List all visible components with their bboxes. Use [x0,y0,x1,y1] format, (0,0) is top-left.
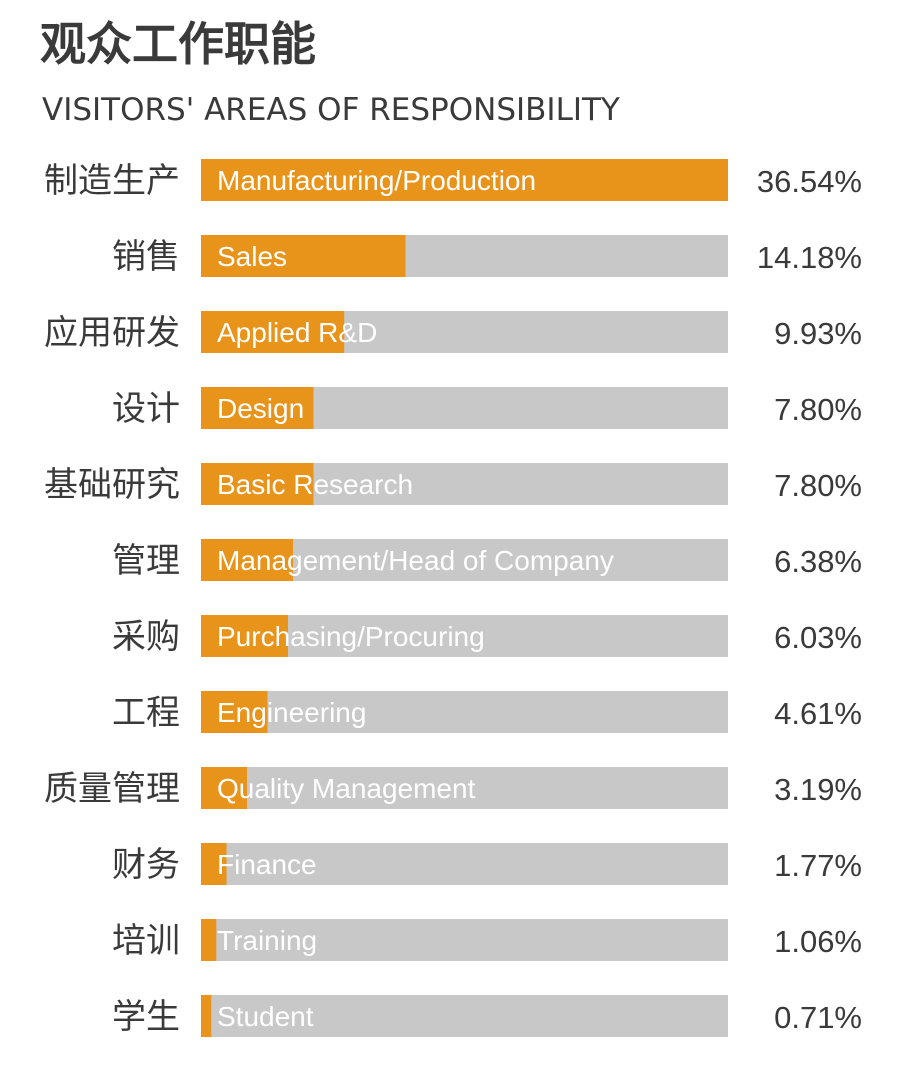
category-label-en: Sales [217,241,287,272]
category-label-en: Basic Research [217,469,413,500]
category-label-en: Purchasing/Procuring [217,621,485,652]
value-label: 1.06% [774,924,862,959]
bar [201,159,728,201]
category-label-zh: 学生 [112,997,180,1037]
bar [201,539,294,581]
category-label-en: Finance [217,849,317,880]
category-label-zh: 工程 [112,693,180,733]
category-label-zh: 采购 [112,617,180,657]
category-label-en: Applied R&D [217,317,377,348]
bar-row: 制造生产 Manufacturing/Production 36.54% [44,159,862,201]
bar-track [201,691,728,733]
category-label-en: Engineering [217,697,366,728]
value-label: 1.77% [774,848,862,883]
bar-row: 采购 Purchasing/Procuring 6.03% [112,615,862,657]
bar-track [201,919,728,961]
category-label-zh: 财务 [112,845,180,885]
value-label: 0.71% [774,1000,862,1035]
bar-track [201,767,728,809]
bar-row: 培训 Training 1.06% [112,919,862,961]
category-label-zh: 基础研究 [44,465,180,505]
bar-row: 设计 Design 7.80% [112,387,862,429]
category-label-zh: 培训 [112,921,180,961]
value-label: 7.80% [774,468,862,503]
value-label: 6.03% [774,620,862,655]
bar-row: 应用研发 Applied R&D 9.93% [44,311,862,353]
bar [201,235,406,277]
category-label-zh: 管理 [112,541,180,581]
value-label: 36.54% [757,164,862,199]
bar-track [201,615,728,657]
bar [201,615,288,657]
category-label-en: Student [217,1001,314,1032]
category-label-en: Design [217,393,304,424]
bar-row: 财务 Finance 1.77% [112,843,862,885]
bar-row: 管理 Management/Head of Company 6.38% [112,539,862,581]
category-label-zh: 制造生产 [44,161,180,201]
chart-subtitle: VISITORS' AREAS OF RESPONSIBILITY [42,92,620,128]
bar-row: 工程 Engineering 4.61% [112,691,862,733]
category-label-zh: 销售 [112,237,180,277]
value-label: 4.61% [774,696,862,731]
category-label-en: Training [217,925,317,956]
bar-row: 销售 Sales 14.18% [112,235,862,277]
chart-title: 观众工作职能 [40,17,316,71]
bar [201,843,227,885]
value-label: 14.18% [757,240,862,275]
category-label-en: Quality Management [217,773,476,804]
category-label-zh: 设计 [112,389,180,429]
bar [201,387,314,429]
bar-row: 学生 Student 0.71% [112,995,862,1037]
category-label-en: Management/Head of Company [217,545,614,576]
value-label: 7.80% [774,392,862,427]
category-label-zh: 应用研发 [44,313,180,353]
bar-row: 质量管理 Quality Management 3.19% [44,767,862,809]
bar [201,311,345,353]
value-label: 3.19% [774,772,862,807]
bar-track [201,995,728,1037]
bar [201,691,268,733]
bar-row: 基础研究 Basic Research 7.80% [44,463,862,505]
bar [201,995,212,1037]
category-label-zh: 质量管理 [44,769,180,809]
bar [201,463,314,505]
bar [201,919,217,961]
category-label-en: Manufacturing/Production [217,165,536,196]
bar [201,767,248,809]
bar-track [201,843,728,885]
value-label: 9.93% [774,316,862,351]
value-label: 6.38% [774,544,862,579]
